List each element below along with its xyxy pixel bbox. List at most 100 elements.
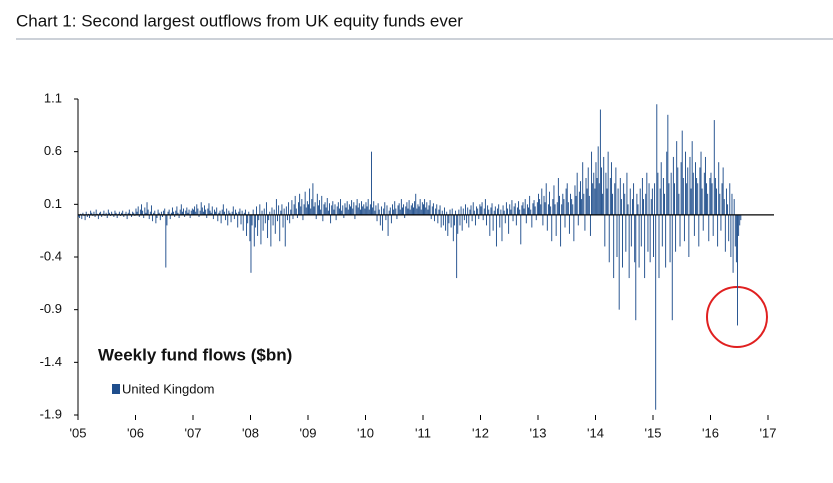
bar [141, 204, 142, 215]
bar [540, 204, 542, 215]
bar [665, 214, 667, 268]
bar [207, 208, 209, 215]
bar [658, 214, 660, 279]
bar [711, 183, 713, 215]
bar [637, 204, 639, 215]
bar [176, 206, 178, 215]
bar [190, 210, 192, 215]
bar [534, 206, 536, 215]
bar [167, 211, 169, 215]
bar [148, 214, 150, 220]
bar [602, 193, 604, 215]
bar [300, 206, 302, 215]
bar [639, 188, 641, 215]
bar [398, 203, 400, 215]
bar [695, 162, 696, 215]
bar [222, 204, 224, 215]
bar [260, 214, 262, 245]
bar [346, 201, 348, 215]
bar [173, 211, 175, 215]
bar [551, 214, 553, 242]
bar [672, 156, 674, 215]
bar [739, 214, 741, 226]
bar [169, 214, 171, 220]
bar [710, 172, 712, 215]
bar [660, 162, 662, 215]
bar [549, 191, 550, 215]
bar [143, 214, 145, 219]
bar [319, 200, 320, 215]
bar [225, 214, 227, 221]
bar [610, 162, 612, 215]
bar [174, 214, 176, 217]
bar [675, 214, 677, 252]
bar [205, 209, 207, 215]
bar [708, 214, 710, 242]
bar [403, 204, 405, 215]
bar [159, 214, 161, 221]
bar [557, 178, 559, 215]
bar [316, 193, 318, 215]
bar [149, 211, 151, 215]
bar [553, 185, 555, 215]
bar [671, 214, 673, 321]
bar [375, 205, 377, 215]
bar [103, 210, 105, 215]
bar [510, 209, 512, 215]
bar [194, 206, 196, 215]
bar [616, 214, 618, 257]
bar [170, 212, 172, 215]
bar [693, 214, 695, 236]
bar [659, 188, 661, 215]
bar [253, 214, 255, 247]
bar [121, 212, 123, 215]
bar [511, 200, 513, 215]
bar [692, 172, 694, 215]
bar [718, 162, 720, 215]
bar [334, 204, 336, 215]
bar [599, 109, 601, 215]
bar [238, 211, 240, 215]
bar [326, 198, 328, 215]
bar [462, 208, 464, 215]
bar [495, 214, 497, 247]
bar [592, 183, 594, 215]
bar [441, 210, 443, 215]
bar [565, 188, 567, 215]
bar [413, 207, 414, 215]
bar [404, 214, 406, 219]
bar [144, 207, 146, 215]
bar [615, 167, 617, 215]
bar [91, 212, 93, 215]
bar [353, 202, 355, 215]
bar [284, 214, 286, 247]
bar [568, 214, 570, 234]
bar [482, 214, 484, 221]
bar [455, 210, 457, 215]
bar [720, 214, 722, 231]
bar [358, 203, 360, 215]
bar [304, 191, 306, 215]
bar [137, 206, 139, 215]
bar [440, 214, 442, 228]
bar [247, 214, 249, 224]
bar [737, 214, 738, 326]
bar [584, 214, 586, 231]
bar [627, 204, 629, 215]
bar [180, 204, 182, 215]
bar [544, 202, 546, 215]
bar [256, 206, 257, 215]
bar [324, 202, 326, 215]
bar [153, 212, 155, 215]
bar [499, 214, 501, 228]
bar [576, 172, 578, 215]
bar [395, 208, 397, 215]
bar [122, 210, 124, 215]
bar [181, 211, 183, 215]
bar [681, 130, 683, 215]
bar [275, 199, 277, 215]
bar [399, 209, 401, 215]
bar [383, 208, 385, 215]
bar [420, 209, 422, 215]
